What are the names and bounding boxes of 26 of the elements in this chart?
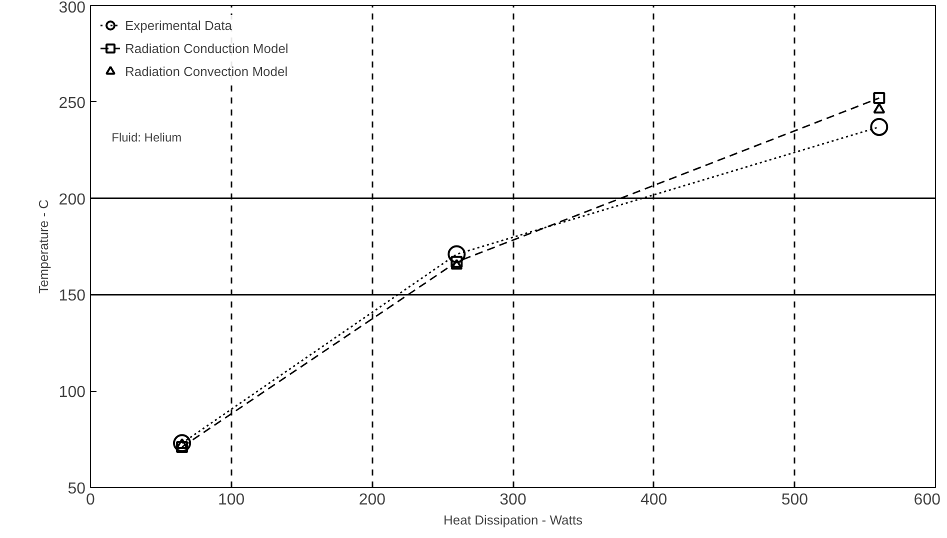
x-axis-title: Heat Dissipation - Watts — [444, 512, 583, 528]
legend-label: Radiation Conduction Model — [125, 40, 288, 56]
point — [870, 118, 888, 136]
point — [173, 434, 192, 452]
y-tick-label: 300 — [58, 0, 86, 16]
legend-label: Radiation Convection Model — [125, 64, 288, 78]
y-tick-label: 200 — [58, 191, 86, 208]
y-axis-title: Temperature - C — [36, 200, 51, 294]
x-tick-label: 500 — [781, 492, 808, 508]
y-tick-label: 150 — [58, 288, 86, 305]
point — [450, 259, 463, 270]
x-tick-label: 0 — [86, 492, 96, 508]
x-tick-label: 100 — [218, 492, 245, 508]
x-tick-label: 400 — [640, 492, 668, 508]
y-tick-label: 100 — [58, 384, 86, 402]
point — [450, 256, 463, 268]
legend-label: Experimental Data — [125, 18, 232, 32]
x-tick-label: 200 — [358, 492, 386, 508]
point — [448, 245, 466, 264]
y-tick-label: 50 — [68, 480, 86, 498]
x-tick-label: 600 — [914, 492, 941, 508]
x-tick-label: 300 — [500, 492, 526, 508]
point — [873, 102, 886, 114]
y-tick-label: 250 — [58, 94, 86, 112]
point — [873, 92, 886, 104]
annotation: Fluid: Helium — [112, 130, 182, 144]
